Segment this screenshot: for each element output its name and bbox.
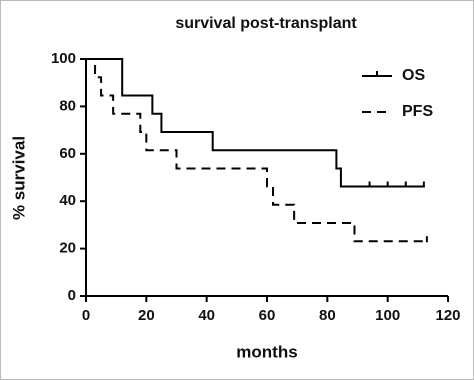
y-tick-label: 80: [59, 97, 76, 114]
x-tick-label: 80: [319, 307, 336, 324]
y-tick-label: 100: [51, 50, 76, 67]
x-axis-label: months: [236, 342, 297, 361]
legend-label: PFS: [402, 103, 433, 120]
x-tick-label: 40: [198, 307, 215, 324]
survival-curve: [86, 58, 424, 188]
x-tick-label: 100: [375, 307, 400, 324]
x-tick-label: 60: [259, 307, 276, 324]
x-tick-label: 120: [435, 307, 460, 324]
x-tick-label: 0: [82, 307, 90, 324]
y-tick-label: 0: [68, 287, 76, 304]
legend-label: OS: [402, 67, 425, 84]
chart-title: survival post-transplant: [175, 15, 357, 32]
x-tick-label: 20: [138, 307, 155, 324]
y-axis-label: % survival: [9, 136, 28, 220]
survival-curve: [86, 58, 427, 243]
y-tick-label: 60: [59, 145, 76, 162]
y-tick-label: 20: [59, 240, 76, 257]
y-tick-label: 40: [59, 192, 76, 209]
